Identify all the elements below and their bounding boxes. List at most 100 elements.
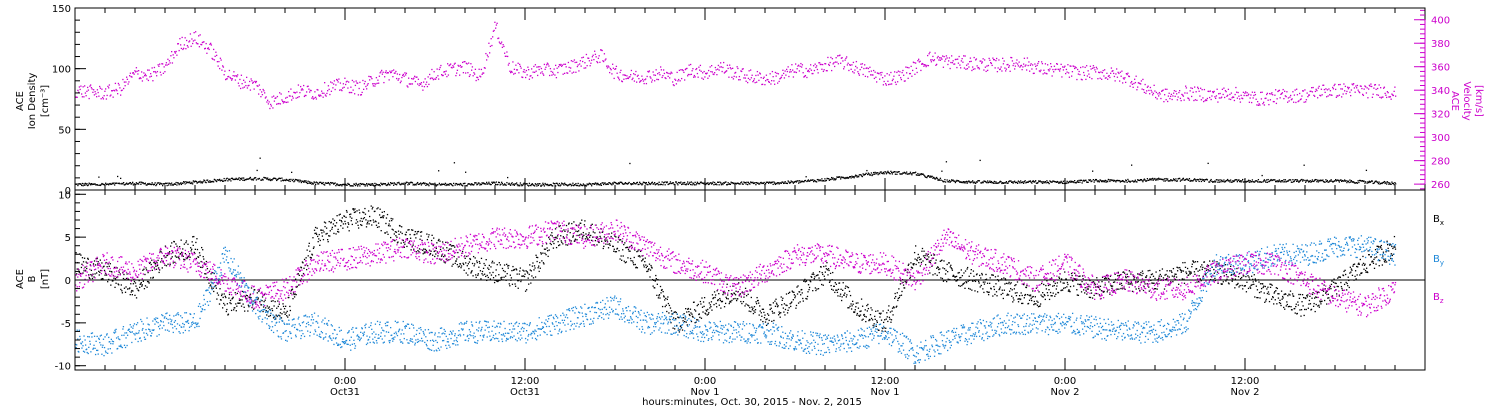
data-point <box>1199 95 1201 97</box>
data-point <box>464 257 466 260</box>
data-point <box>176 54 178 56</box>
data-point <box>256 85 258 87</box>
data-point <box>1362 180 1365 183</box>
data-point <box>1073 181 1075 184</box>
data-point <box>892 78 894 80</box>
data-point <box>730 181 732 183</box>
data-point <box>785 304 787 306</box>
data-point <box>183 243 185 245</box>
data-point <box>1097 180 1099 183</box>
data-point <box>722 293 724 296</box>
data-point <box>1345 93 1347 95</box>
data-point <box>1173 179 1176 181</box>
data-point <box>357 185 359 187</box>
data-point <box>696 319 698 321</box>
data-point <box>649 276 651 278</box>
data-point <box>1258 181 1260 183</box>
data-point <box>135 285 137 287</box>
data-point <box>1331 180 1333 182</box>
data-point <box>275 97 277 99</box>
data-point <box>1126 73 1128 76</box>
data-point <box>1130 180 1132 183</box>
data-point <box>190 45 192 47</box>
data-point <box>184 252 187 255</box>
data-point <box>627 77 629 79</box>
data-point <box>285 178 288 181</box>
data-point <box>515 268 517 270</box>
data-point <box>378 226 380 228</box>
data-point <box>1278 179 1281 181</box>
data-point <box>1085 179 1087 181</box>
data-point <box>309 181 311 183</box>
data-point <box>723 306 726 308</box>
data-point <box>393 72 396 74</box>
data-point <box>87 86 89 89</box>
data-point <box>685 184 687 186</box>
data-point <box>1155 96 1157 99</box>
data-point <box>396 182 399 184</box>
data-point <box>1095 178 1098 181</box>
data-point <box>298 181 300 183</box>
data-point <box>345 209 348 212</box>
data-point <box>1360 85 1362 87</box>
data-point <box>1237 179 1239 181</box>
data-point <box>909 72 912 75</box>
data-point <box>259 300 261 303</box>
data-point <box>1302 90 1305 92</box>
data-point <box>1010 180 1012 182</box>
data-point <box>426 81 428 83</box>
data-point <box>704 312 706 314</box>
data-point <box>280 317 283 319</box>
data-point <box>221 293 223 295</box>
data-point <box>714 294 717 296</box>
data-point <box>415 237 417 239</box>
data-point <box>196 42 198 45</box>
data-point <box>1206 99 1208 102</box>
data-point <box>1032 180 1035 182</box>
data-point <box>654 74 657 76</box>
data-point <box>930 175 932 177</box>
data-point <box>649 269 652 271</box>
data-point <box>301 274 303 277</box>
data-point <box>922 173 924 175</box>
data-point <box>537 184 540 187</box>
data-point <box>170 245 172 247</box>
data-point <box>330 221 332 223</box>
data-point <box>692 316 694 318</box>
data-point <box>238 302 240 304</box>
data-point <box>118 84 120 86</box>
data-point <box>871 174 873 177</box>
data-point <box>331 226 334 229</box>
data-point <box>801 64 804 66</box>
data-point <box>700 70 702 72</box>
data-point <box>841 176 843 179</box>
data-point <box>295 179 297 181</box>
data-point <box>383 215 385 217</box>
data-point <box>563 229 565 231</box>
data-point <box>565 244 567 246</box>
data-point <box>1220 181 1222 183</box>
data-point <box>733 75 735 78</box>
data-point <box>562 183 564 185</box>
data-point <box>129 182 131 184</box>
data-point <box>668 304 671 307</box>
data-point <box>779 182 781 184</box>
data-point <box>559 185 561 187</box>
data-point <box>1371 180 1373 182</box>
data-point <box>924 175 926 177</box>
data-point <box>673 84 675 87</box>
data-point <box>186 181 189 183</box>
data-point <box>185 48 187 50</box>
data-point <box>153 183 156 186</box>
data-point <box>1362 180 1364 182</box>
data-point <box>556 182 558 185</box>
data-point <box>160 261 162 263</box>
data-point <box>383 210 385 213</box>
data-point <box>342 227 344 229</box>
data-point <box>573 71 575 73</box>
data-point <box>213 290 215 293</box>
data-point <box>245 294 247 297</box>
data-point <box>291 179 294 182</box>
data-point <box>554 74 556 76</box>
data-point <box>276 95 279 98</box>
